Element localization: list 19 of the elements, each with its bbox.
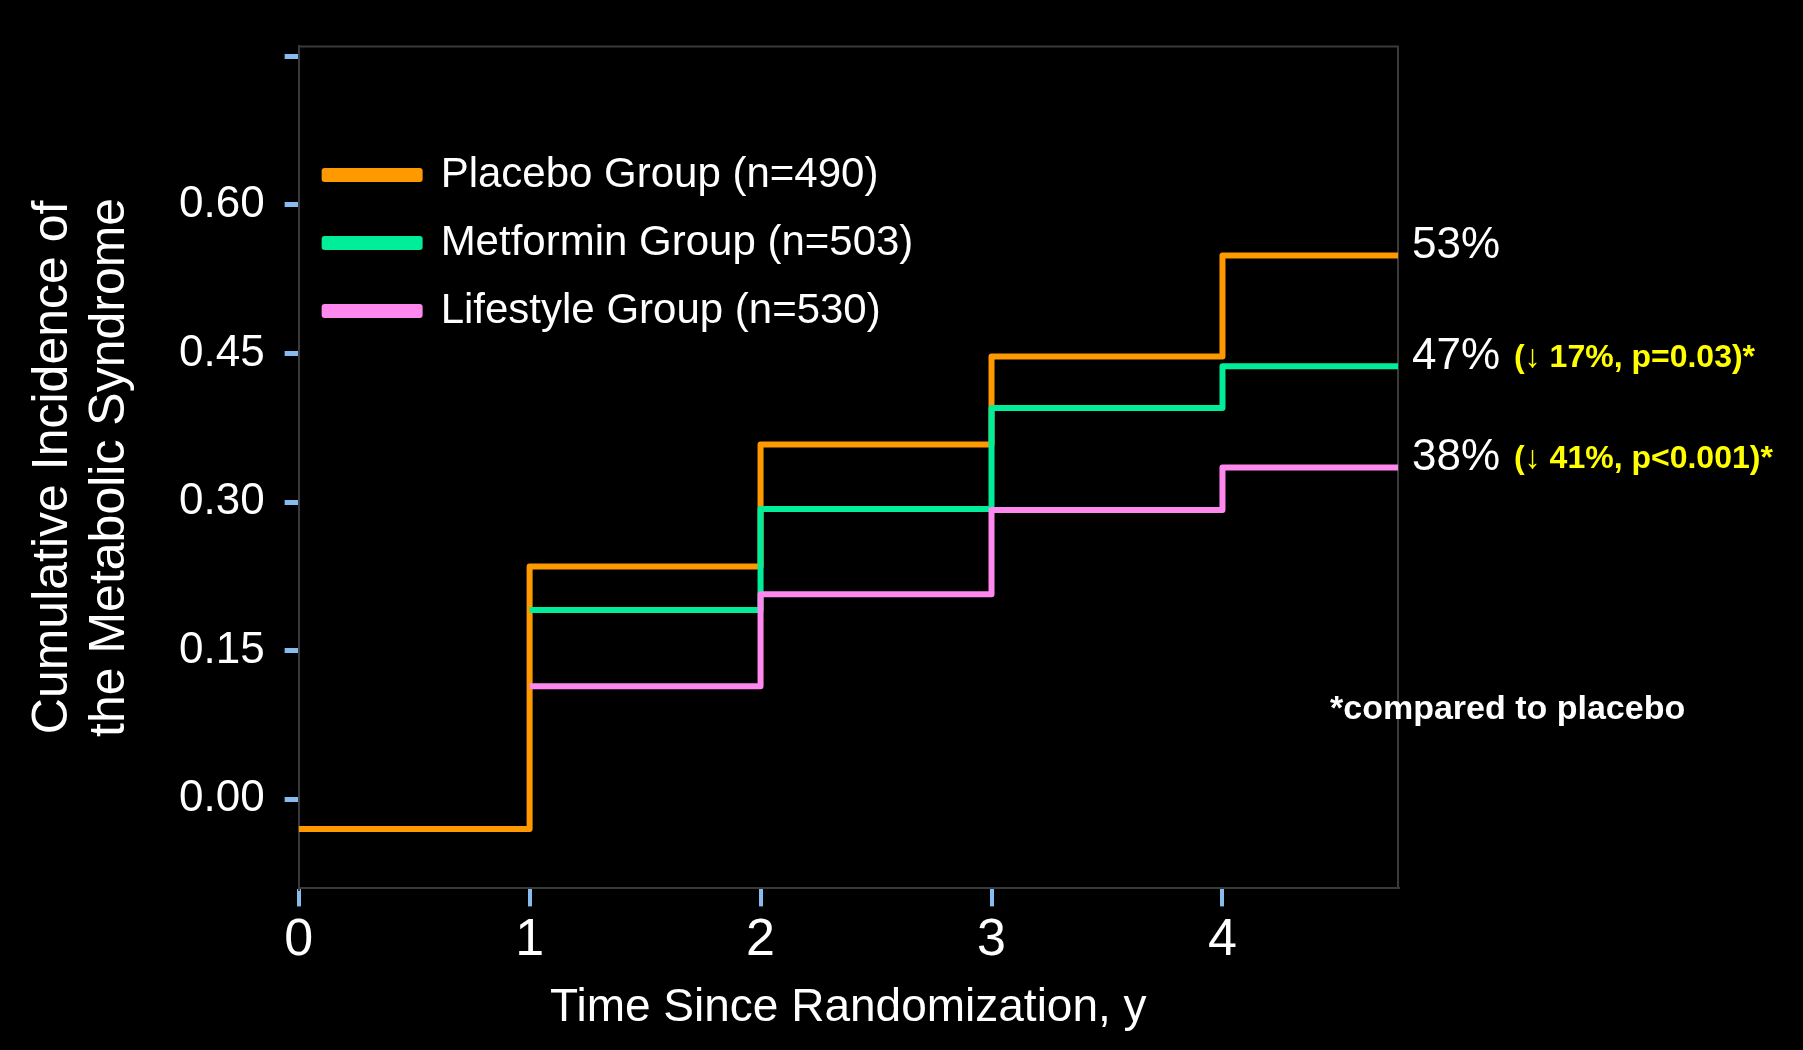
legend-label: Metformin Group (n=503) <box>440 216 914 264</box>
y-tick-label: 0.45 <box>179 325 265 375</box>
x-tick-label: 4 <box>1208 907 1237 966</box>
text: 53% <box>1412 217 1501 267</box>
legend-label: Placebo Group (n=490) <box>440 148 879 196</box>
y-tick-label: 0.60 <box>179 177 265 227</box>
annotation: *compared to placebo <box>1330 688 1686 727</box>
y-axis-title: Cumulative Incidence of the Metabolic Syndrome <box>21 197 136 737</box>
y-tick-label: 0.00 <box>179 771 265 821</box>
x-tick-label: 1 <box>515 907 545 966</box>
y-tick-label: 0.15 <box>179 622 265 672</box>
x-axis-title: Time Since Randomization, y <box>550 979 1147 1032</box>
text: 47% (↓ 17%, p=0.03)* <box>1412 328 1756 378</box>
text: 38% (↓ 41%, p<0.001)* <box>1412 429 1774 479</box>
x-tick-label: 2 <box>746 907 776 966</box>
legend-label: Lifestyle Group (n=530) <box>440 284 881 332</box>
x-tick-label: 0 <box>284 907 314 966</box>
y-tick-label: 0.30 <box>179 474 265 524</box>
x-tick-label: 3 <box>977 907 1006 966</box>
